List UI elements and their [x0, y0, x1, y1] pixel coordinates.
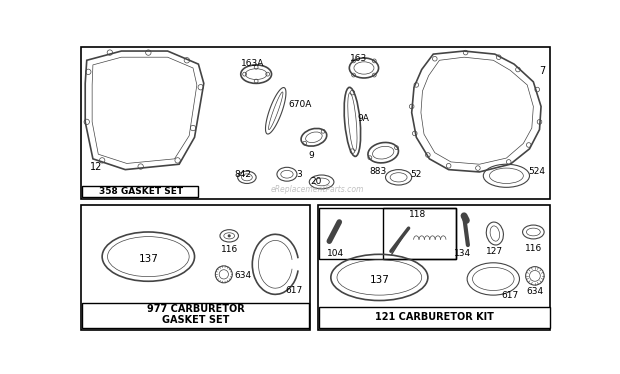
Text: 9A: 9A — [358, 114, 370, 123]
Text: 116: 116 — [221, 245, 238, 254]
Text: 137: 137 — [138, 254, 158, 264]
Text: 670A: 670A — [288, 100, 312, 109]
Circle shape — [228, 234, 231, 237]
Text: 127: 127 — [486, 246, 503, 255]
Text: 3: 3 — [296, 170, 302, 179]
Text: 358 GASKET SET: 358 GASKET SET — [99, 187, 183, 196]
Text: eReplacementParts.com: eReplacementParts.com — [271, 185, 365, 194]
Text: 12: 12 — [90, 162, 102, 172]
Polygon shape — [82, 303, 309, 328]
Text: 163: 163 — [350, 54, 367, 63]
Text: 52: 52 — [410, 170, 422, 179]
Text: 842: 842 — [234, 170, 252, 179]
Text: 634: 634 — [526, 288, 544, 297]
Polygon shape — [319, 307, 549, 328]
Text: 634: 634 — [234, 272, 252, 280]
Text: 883: 883 — [369, 166, 386, 175]
Text: 163A: 163A — [241, 59, 264, 68]
Text: 118: 118 — [409, 211, 427, 220]
Text: 7: 7 — [539, 67, 546, 76]
Text: 134: 134 — [454, 249, 471, 258]
Text: 137: 137 — [370, 275, 389, 285]
Text: 20: 20 — [311, 177, 322, 186]
Text: 617: 617 — [285, 286, 303, 295]
Text: 104: 104 — [327, 249, 344, 258]
Polygon shape — [82, 186, 198, 197]
Text: 524: 524 — [528, 168, 545, 177]
Text: 977 CARBURETOR
GASKET SET: 977 CARBURETOR GASKET SET — [147, 304, 245, 325]
Text: 121 CARBURETOR KIT: 121 CARBURETOR KIT — [374, 312, 494, 322]
Text: 617: 617 — [501, 291, 518, 300]
Text: 116: 116 — [525, 243, 542, 252]
Text: 9: 9 — [309, 151, 314, 160]
